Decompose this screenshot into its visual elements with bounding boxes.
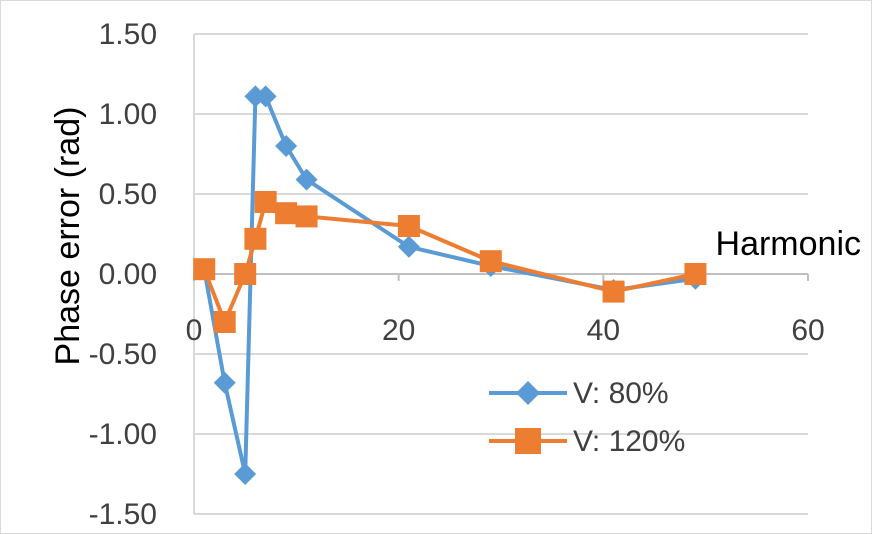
data-point-v120: [193, 258, 216, 281]
data-point-v120: [684, 263, 707, 285]
y-tick-label: 0.50: [99, 178, 157, 211]
data-point-v120: [234, 263, 257, 285]
data-point-v80: [234, 463, 257, 485]
x-tick-label: 20: [382, 314, 415, 347]
y-axis-title: Phase error (rad): [49, 107, 87, 366]
data-point-v80: [295, 168, 318, 191]
y-tick-label: -1.50: [89, 498, 157, 531]
legend-label-v80: V: 80%: [573, 377, 669, 410]
data-point-v120: [244, 227, 267, 250]
y-tick-label: 1.00: [99, 98, 157, 131]
data-point-v120: [602, 280, 625, 303]
legend-swatch-marker-v80: [516, 381, 540, 405]
data-point-v120: [275, 202, 298, 225]
data-point-v80: [213, 371, 236, 394]
x-tick-label: 40: [587, 314, 620, 347]
data-point-v120: [254, 191, 277, 213]
data-point-v120: [295, 205, 318, 228]
data-point-v120: [397, 215, 420, 237]
data-point-v80: [275, 135, 298, 157]
y-tick-label: 1.50: [99, 18, 157, 51]
data-point-v120: [213, 311, 236, 333]
series-layer: [193, 85, 707, 485]
data-point-v120: [479, 250, 502, 273]
legend-swatch-marker-v120: [515, 428, 541, 454]
y-tick-label: -0.50: [89, 338, 157, 371]
x-axis-title: Harmonic: [716, 225, 861, 263]
x-tick-label: 0: [186, 314, 203, 347]
x-axis: 0 20 40 60: [186, 273, 825, 347]
y-tick-label: -1.00: [89, 418, 157, 451]
y-tick-label: 0.00: [99, 258, 157, 291]
legend: V: 80% V: 120%: [489, 377, 685, 458]
y-axis: 1.50 1.00 0.50 0.00 -0.50 -1.00 -1.50: [89, 18, 195, 531]
data-point-v80: [254, 85, 277, 108]
data-point-v80: [397, 235, 420, 258]
gridlines: [194, 33, 808, 515]
x-tick-label: 60: [791, 314, 824, 347]
legend-label-v120: V: 120%: [573, 425, 685, 458]
